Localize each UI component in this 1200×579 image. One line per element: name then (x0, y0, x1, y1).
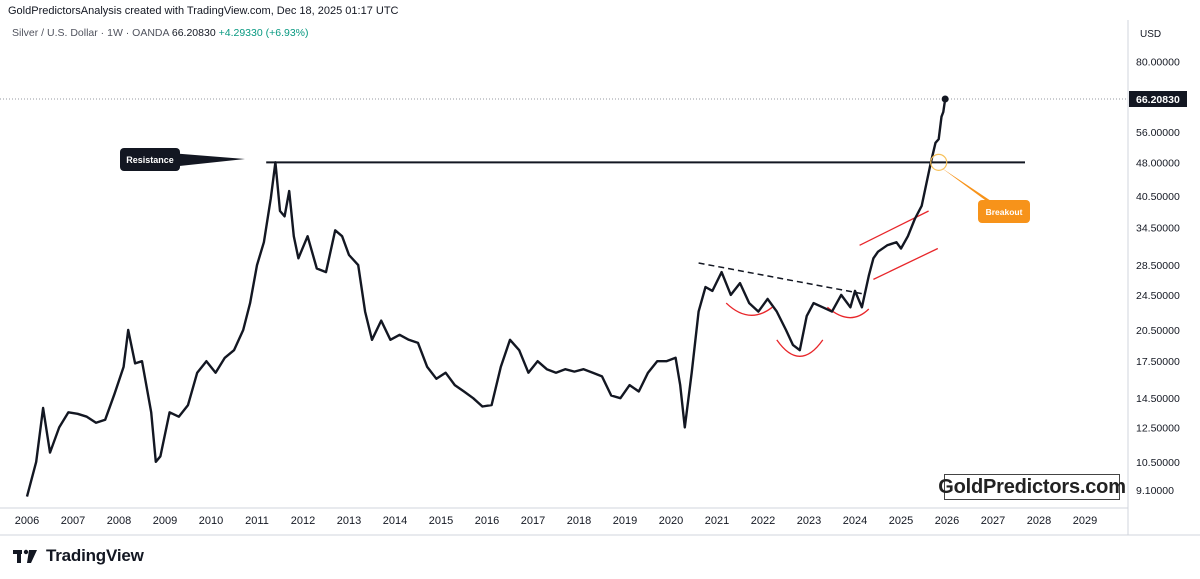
tradingview-brand: TradingView (46, 546, 144, 565)
y-tick-label: 56.00000 (1136, 127, 1180, 139)
x-tick-label: 2021 (705, 515, 729, 527)
left-shoulder-arc (725, 302, 773, 316)
resistance-badge (120, 148, 180, 171)
y-tick-label: 48.00000 (1136, 157, 1180, 169)
chart-author-line: GoldPredictorsAnalysis created with Trad… (8, 5, 399, 17)
breakout-circle (930, 153, 948, 171)
x-tick-label: 2029 (1073, 515, 1097, 527)
y-tick-label: 80.00000 (1136, 57, 1180, 69)
x-tick-label: 2023 (797, 515, 821, 527)
x-tick-label: 2006 (15, 515, 39, 527)
x-tick-label: 2025 (889, 515, 913, 527)
y-tick-label: 34.50000 (1136, 222, 1180, 234)
x-tick-label: 2020 (659, 515, 683, 527)
y-tick-label: 12.50000 (1136, 422, 1180, 434)
resistance-label: Resistance (126, 155, 174, 165)
annotations: Resistance Breakout (120, 148, 1030, 223)
neckline-dashed (698, 262, 865, 295)
symbol-legend: Silver / U.S. Dollar · 1W · OANDA 66.208… (12, 27, 309, 39)
x-tick-label: 2026 (935, 515, 959, 527)
breakout-pointer (940, 167, 997, 205)
last-price-value: 66.20830 (171, 27, 216, 39)
y-tick-label: 17.50000 (1136, 356, 1180, 368)
x-tick-label: 2019 (613, 515, 637, 527)
y-tick-label: 10.50000 (1136, 457, 1180, 469)
tradingview-logo-icon (13, 549, 37, 563)
y-tick-label: 20.50000 (1136, 325, 1180, 337)
y-tick-label: 40.50000 (1136, 191, 1180, 203)
footer: TradingView (10, 546, 144, 566)
x-tick-label: 2014 (383, 515, 407, 527)
currency-label: USD (1140, 29, 1161, 40)
channel-lower (873, 247, 939, 280)
x-tick-label: 2009 (153, 515, 177, 527)
symbol-name: Silver / U.S. Dollar · 1W · OANDA (12, 27, 169, 39)
breakout-label: Breakout (986, 207, 1023, 217)
chart-frame (0, 20, 1200, 536)
x-tick-label: 2011 (245, 515, 269, 527)
y-tick-label: 14.50000 (1136, 393, 1180, 405)
x-tick-label: 2018 (567, 515, 591, 527)
y-tick-label: 28.50000 (1136, 260, 1180, 272)
x-tick-label: 2028 (1027, 515, 1051, 527)
x-tick-label: 2016 (475, 515, 499, 527)
watermark: GoldPredictors.com (938, 474, 1126, 500)
x-tick-label: 2012 (291, 515, 315, 527)
price-line (25, 98, 947, 497)
resistance-pointer (170, 153, 245, 167)
last-price-dot (941, 95, 949, 103)
x-tick-label: 2017 (521, 515, 545, 527)
last-price-badge (1129, 91, 1187, 107)
head-arc (776, 339, 824, 357)
price-series (25, 95, 949, 497)
x-tick-label: 2015 (429, 515, 453, 527)
x-tick-label: 2013 (337, 515, 361, 527)
pattern-drawings (266, 161, 1025, 357)
y-axis: USD 80.00000 56.00000 48.00000 40.50000 34.50… (0, 29, 1187, 497)
x-tick-label: 2024 (843, 515, 867, 527)
breakout-badge (978, 200, 1030, 223)
x-tick-label: 2010 (199, 515, 223, 527)
channel-upper (859, 210, 929, 246)
x-tick-label: 2022 (751, 515, 775, 527)
x-tick-label: 2007 (61, 515, 85, 527)
x-tick-label: 2027 (981, 515, 1005, 527)
last-price-label: 66.20830 (1136, 94, 1180, 106)
x-tick-label: 2008 (107, 515, 131, 527)
y-tick-label: 9.10000 (1136, 485, 1174, 497)
y-tick-label: 24.50000 (1136, 290, 1180, 302)
x-axis: 2006 2007 2008 2009 2010 2011 2012 2013 2014 2015… (15, 515, 1097, 527)
price-change: +4.29330 (+6.93%) (218, 27, 309, 39)
